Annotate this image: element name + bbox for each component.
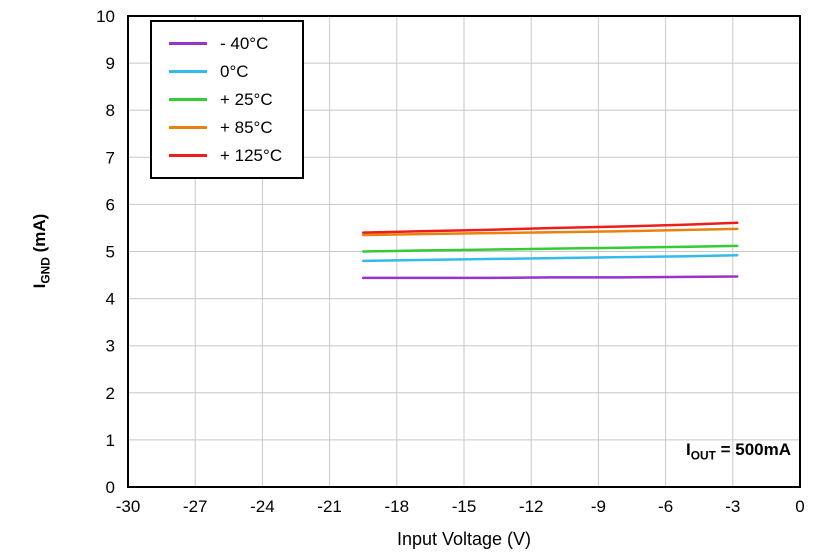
x-tick-label: -12 <box>519 497 544 516</box>
legend-label: + 125°C <box>220 146 283 165</box>
legend-label: - 40°C <box>220 34 269 53</box>
x-tick-label: -30 <box>116 497 141 516</box>
annotation-value: = 500mA <box>715 440 791 459</box>
x-tick-label: -3 <box>725 497 740 516</box>
y-tick-label: 6 <box>106 195 115 214</box>
y-axis-label-unit: (mA) <box>30 213 49 258</box>
y-tick-label: 7 <box>106 148 115 167</box>
legend-swatch <box>169 126 207 129</box>
series-line <box>361 254 739 263</box>
legend-label: + 25°C <box>220 90 273 109</box>
y-tick-label: 9 <box>106 54 115 73</box>
x-tick-label: -18 <box>385 497 410 516</box>
legend-item: + 125°C <box>169 145 282 166</box>
y-axis-label-subscript: GND <box>38 257 53 284</box>
legend-item: 0°C <box>169 61 282 82</box>
y-tick-label: 3 <box>106 337 115 356</box>
legend-item: + 25°C <box>169 89 282 110</box>
x-tick-label: -9 <box>591 497 606 516</box>
y-tick-label: 0 <box>106 478 115 497</box>
x-axis-label: Input Voltage (V) <box>396 529 532 549</box>
x-tick-label: 0 <box>795 497 804 516</box>
y-tick-label: 2 <box>106 384 115 403</box>
legend-label: 0°C <box>220 62 249 81</box>
legend-swatch <box>169 154 207 157</box>
legend: - 40°C 0°C + 25°C + 85°C + 125°C <box>150 20 305 179</box>
legend-item: + 85°C <box>169 117 282 138</box>
legend-label: + 85°C <box>220 118 273 137</box>
legend-item: - 40°C <box>169 33 282 54</box>
annotation-symbol: I <box>686 440 691 459</box>
series-line <box>361 227 739 237</box>
y-axis-label: IGND (mA) <box>30 213 53 289</box>
y-tick-label: 4 <box>106 290 115 309</box>
annotation-iout: IOUT = 500mA <box>686 440 791 463</box>
x-tick-label: -21 <box>317 497 342 516</box>
plot-border <box>127 15 801 488</box>
x-tick-label: -15 <box>452 497 477 516</box>
legend-swatch <box>169 70 207 73</box>
annotation-subscript: OUT <box>690 448 716 463</box>
series-line <box>361 275 739 280</box>
y-tick-label: 1 <box>106 431 115 450</box>
x-tick-label: -24 <box>250 497 275 516</box>
series-line <box>361 221 739 234</box>
legend-swatch <box>169 42 207 45</box>
y-axis-label-symbol: I <box>30 283 49 289</box>
legend-swatch <box>169 98 207 101</box>
series-line <box>361 244 739 253</box>
x-tick-label: -27 <box>183 497 208 516</box>
y-tick-label: 8 <box>106 101 115 120</box>
y-tick-label: 10 <box>96 7 115 26</box>
y-tick-label: 5 <box>106 243 115 262</box>
x-tick-label: -6 <box>658 497 673 516</box>
